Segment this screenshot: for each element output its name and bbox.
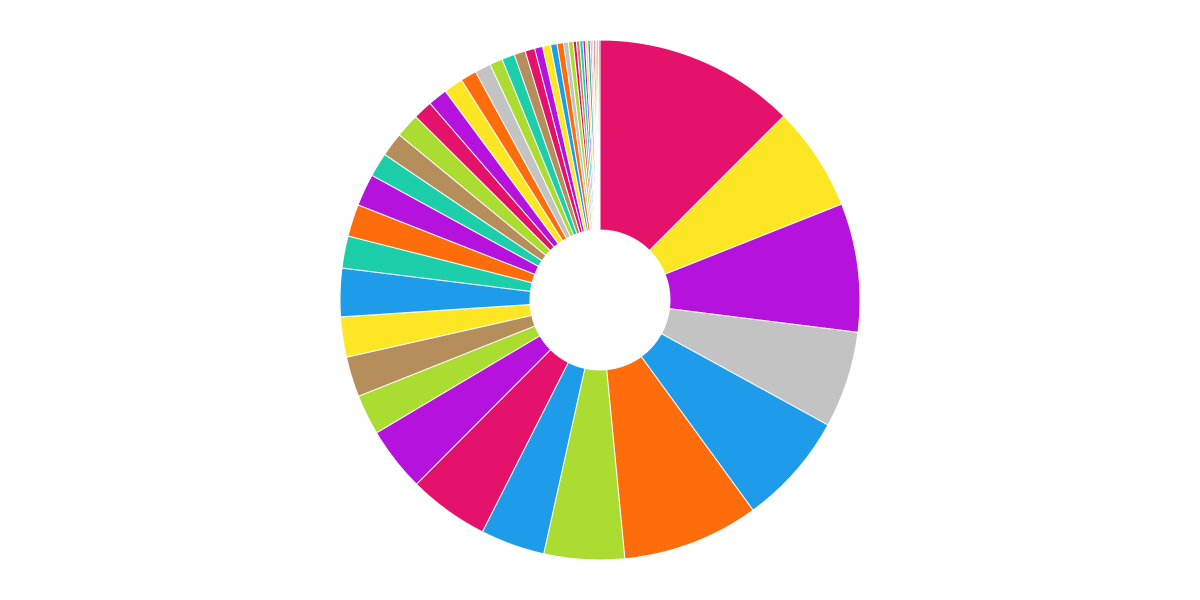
donut-chart [0, 0, 1200, 600]
chart-container [0, 0, 1200, 600]
